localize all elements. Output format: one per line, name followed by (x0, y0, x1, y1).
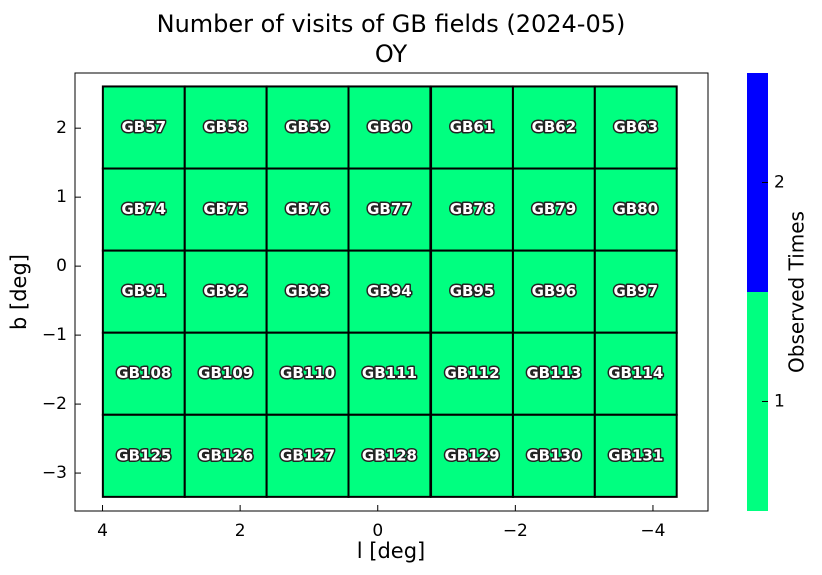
y-tick-label: 2 (56, 118, 67, 138)
field-label: GB131 (608, 446, 663, 464)
field-cell (183, 85, 268, 170)
y-tick-label: −1 (42, 325, 67, 345)
field-label: GB125 (116, 446, 171, 464)
field-label: GB61 (450, 118, 495, 136)
field-cell (511, 85, 596, 170)
field-label: GB92 (203, 282, 248, 300)
field-label: GB78 (450, 200, 495, 218)
field-label: GB79 (532, 200, 577, 218)
field-cell (101, 167, 186, 252)
field-label: GB111 (362, 364, 417, 382)
chart-title: Number of visits of GB fields (2024-05) (157, 10, 626, 38)
field-label: GB94 (367, 282, 412, 300)
chart-subtitle: OY (375, 40, 408, 68)
field-cell (265, 167, 350, 252)
y-tick-label: −3 (42, 463, 67, 483)
field-label: GB57 (121, 118, 166, 136)
field-cell (430, 249, 514, 334)
field-label: GB77 (367, 200, 412, 218)
field-label: GB96 (532, 282, 577, 300)
field-label: GB58 (203, 118, 248, 136)
field-cell (593, 167, 678, 252)
field-cell (430, 167, 514, 252)
y-tick-label: 0 (56, 256, 67, 276)
y-axis-label: b [deg] (7, 254, 31, 330)
field-label: GB130 (526, 446, 581, 464)
x-tick-label: 0 (372, 521, 383, 541)
field-label: GB95 (450, 282, 495, 300)
field-label: GB74 (121, 200, 166, 218)
field-cell (265, 249, 350, 334)
field-label: GB59 (285, 118, 330, 136)
x-tick-label: −4 (640, 521, 665, 541)
colorbar-tick-label: 1 (774, 392, 785, 412)
field-label: GB126 (198, 446, 253, 464)
field-label: GB112 (444, 364, 499, 382)
colorbar-segment (747, 73, 768, 292)
field-cell (101, 331, 186, 416)
field-label: GB60 (367, 118, 412, 136)
field-label: GB128 (362, 446, 417, 464)
field-cell (101, 85, 186, 170)
field-label: GB63 (613, 118, 658, 136)
field-cell (511, 331, 596, 416)
field-cell (593, 331, 678, 416)
field-label: GB110 (280, 364, 335, 382)
x-axis-label: l [deg] (357, 539, 425, 563)
field-label: GB127 (280, 446, 335, 464)
field-label: GB108 (116, 364, 171, 382)
x-tick-label: 2 (235, 521, 246, 541)
field-label: GB80 (613, 200, 658, 218)
field-cell (511, 413, 596, 498)
field-label: GB62 (532, 118, 577, 136)
field-cell (511, 249, 596, 334)
field-label: GB114 (608, 364, 663, 382)
x-tick-label: 4 (97, 521, 108, 541)
y-tick-label: −2 (42, 394, 67, 414)
field-cell (593, 249, 678, 334)
field-cell (593, 413, 678, 498)
axes-frame (74, 72, 709, 512)
field-cell (183, 249, 268, 334)
field-label: GB129 (444, 446, 499, 464)
field-label: GB93 (285, 282, 330, 300)
field-cell (183, 331, 268, 416)
field-label: GB109 (198, 364, 253, 382)
y-tick-label: 1 (56, 187, 67, 207)
field-label: GB91 (121, 282, 166, 300)
field-cell (265, 413, 350, 498)
x-tick-label: −2 (503, 521, 528, 541)
field-label: GB97 (613, 282, 658, 300)
colorbar-tick-label: 2 (774, 173, 785, 193)
field-label: GB76 (285, 200, 330, 218)
colorbar-segment (747, 292, 768, 511)
field-cell (347, 249, 432, 334)
field-cell (101, 413, 186, 498)
colorbar-label: Observed Times (785, 211, 809, 373)
field-label: GB75 (203, 200, 248, 218)
field-label: GB113 (526, 364, 581, 382)
